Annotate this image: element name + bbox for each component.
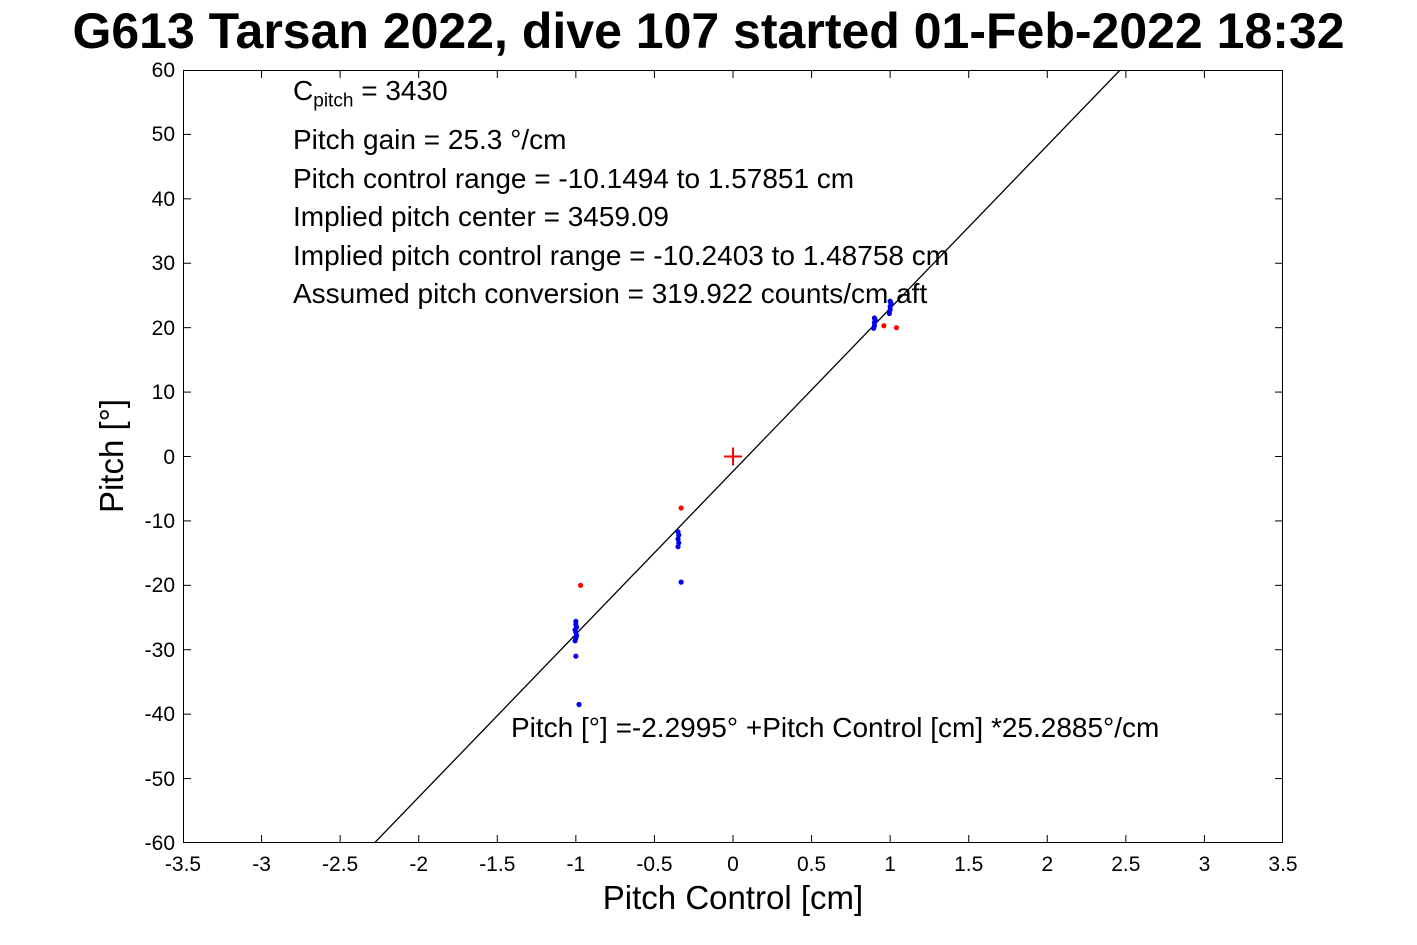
plot-area: [182, 69, 1284, 844]
y-tick-label: 40: [151, 187, 175, 211]
fit-line: [373, 69, 1121, 844]
y-tick-label: 30: [151, 252, 175, 276]
x-tick-label: -1: [566, 853, 586, 876]
y-tick-label: -40: [144, 703, 175, 727]
x-tick-label: -3: [252, 853, 271, 876]
plot-canvas: [182, 69, 1284, 844]
x-tick-label: -2: [409, 853, 429, 876]
y-tick-label: -50: [144, 767, 175, 791]
x-tick-label: -0.5: [636, 853, 673, 876]
annotation-implied-pitch-control-range: Implied pitch control range = -10.2403 t…: [293, 239, 950, 271]
data-point-pitch-observations-red: [678, 505, 684, 511]
cpitch-value: = 3430: [353, 75, 448, 106]
y-tick-label: 0: [163, 445, 175, 469]
x-axis-label: Pitch Control [cm]: [602, 879, 864, 916]
y-tick-label: -30: [144, 638, 175, 662]
x-tick-label: 3.5: [1268, 853, 1298, 876]
data-point-pitch-observations-red: [577, 582, 584, 588]
y-tick-label: 10: [151, 381, 175, 405]
x-tick-label: 1.5: [954, 853, 984, 876]
y-tick-label: 20: [151, 316, 175, 340]
x-tick-label: 3: [1198, 853, 1211, 876]
data-point-pitch-observations-blue: [886, 310, 892, 317]
data-point-pitch-observations-blue: [871, 315, 878, 321]
cpitch-subscript: pitch: [313, 90, 354, 112]
annotation-pitch-gain: Pitch gain = 25.3 °/cm: [293, 124, 567, 156]
y-tick-label: 50: [151, 123, 175, 147]
annotation-cpitch: Cpitch = 3430: [293, 72, 949, 121]
x-tick-label: -3.5: [164, 853, 202, 876]
data-point-pitch-observations-blue: [887, 298, 893, 304]
x-tick-label: 2.5: [1111, 853, 1141, 876]
data-point-pitch-observations-blue: [676, 532, 682, 538]
y-tick-label: -10: [144, 509, 175, 533]
data-point-pitch-observations-blue: [676, 540, 682, 546]
fit-equation-label: Pitch [°] =-2.2995° +Pitch Control [cm] …: [511, 712, 1160, 743]
x-tick-label: 0.5: [796, 853, 827, 876]
annotation-assumed-pitch-conversion: Assumed pitch conversion = 319.922 count…: [293, 278, 928, 310]
y-tick-label: 60: [151, 59, 175, 82]
data-point-pitch-observations-red: [893, 325, 900, 331]
annotation-block: Cpitch = 3430 Pitch gain = 25.3 °/cm Pit…: [293, 72, 949, 314]
cpitch-base: C: [293, 75, 314, 106]
x-tick-label: -2.5: [322, 853, 359, 876]
data-point-pitch-observations-blue: [678, 579, 684, 585]
x-tick-label: 2: [1041, 853, 1054, 876]
data-point-pitch-observations-blue: [573, 653, 579, 659]
data-point-pitch-observations-red: [881, 323, 887, 329]
x-tick-label: 1: [884, 853, 896, 876]
x-tick-label: 0: [727, 853, 739, 876]
data-point-pitch-observations-blue: [576, 701, 582, 708]
y-tick-label: -20: [144, 574, 175, 598]
y-tick-label: -60: [144, 832, 175, 855]
chart-title: G613 Tarsan 2022, dive 107 started 01-Fe…: [72, 3, 1345, 59]
annotation-implied-pitch-center: Implied pitch center = 3459.09: [293, 201, 669, 233]
data-point-pitch-observations-blue: [572, 638, 578, 644]
y-axis-label: Pitch [°]: [93, 398, 130, 514]
data-point-pitch-observations-blue: [675, 544, 681, 550]
annotation-pitch-control-range: Pitch control range = -10.1494 to 1.5785…: [293, 162, 855, 194]
x-tick-label: -1.5: [479, 853, 516, 876]
data-point-pitch-observations-blue: [675, 536, 681, 542]
